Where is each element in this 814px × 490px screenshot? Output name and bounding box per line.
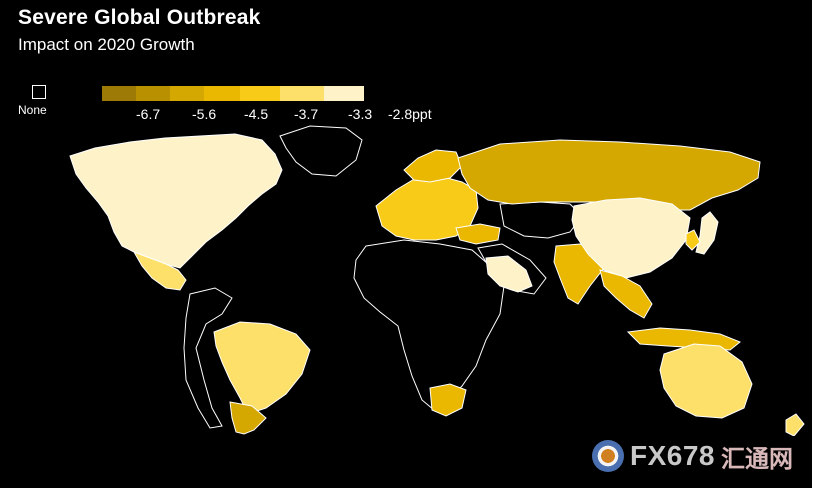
legend-swatch	[102, 86, 136, 101]
legend-swatch	[170, 86, 204, 101]
no-data-region	[499, 201, 583, 239]
country-region	[229, 401, 267, 435]
country-region	[132, 251, 187, 291]
legend-tick-label: -2.8ppt	[388, 106, 432, 122]
legend-swatch	[324, 86, 364, 101]
legend-swatch	[204, 86, 240, 101]
no-data-region	[183, 287, 233, 429]
country-region	[659, 343, 753, 419]
legend-color-scale	[102, 86, 364, 101]
legend-none-swatch	[32, 85, 46, 99]
chart-subtitle: Impact on 2020 Growth	[18, 35, 195, 54]
watermark-text: FX678	[630, 440, 715, 471]
legend-tick-label: -4.5	[244, 106, 269, 122]
no-data-region	[279, 125, 363, 177]
country-region	[403, 149, 463, 183]
country-region	[599, 269, 653, 319]
country-region	[429, 383, 467, 417]
legend-swatch	[280, 86, 324, 101]
country-region	[213, 321, 311, 415]
legend-tick-label: -3.3	[348, 106, 373, 122]
world-map	[69, 125, 805, 436]
watermark-cn-text: 汇通网	[721, 444, 793, 473]
country-region	[785, 413, 805, 436]
fx678-logo-icon	[592, 440, 624, 472]
legend-tick-label: -3.7	[294, 106, 319, 122]
country-region	[485, 255, 533, 293]
country-region	[685, 229, 701, 251]
legend-tick-labels: -6.7 -5.6 -4.5 -3.7 -3.3 -2.8ppt	[102, 106, 482, 124]
country-region	[626, 327, 741, 351]
country-region	[695, 211, 719, 255]
legend-swatch	[136, 86, 170, 101]
legend-swatch	[240, 86, 280, 101]
legend-tick-label: -5.6	[192, 106, 217, 122]
country-region	[571, 197, 691, 279]
no-data-region	[353, 239, 505, 411]
country-region	[457, 139, 761, 211]
legend-tick-label: -6.7	[136, 106, 161, 122]
country-region	[455, 223, 501, 245]
legend-none-label: None	[18, 103, 47, 117]
chart-title: Severe Global Outbreak	[18, 6, 261, 29]
watermark: FX678 汇通网	[592, 436, 793, 476]
country-region	[69, 133, 283, 269]
